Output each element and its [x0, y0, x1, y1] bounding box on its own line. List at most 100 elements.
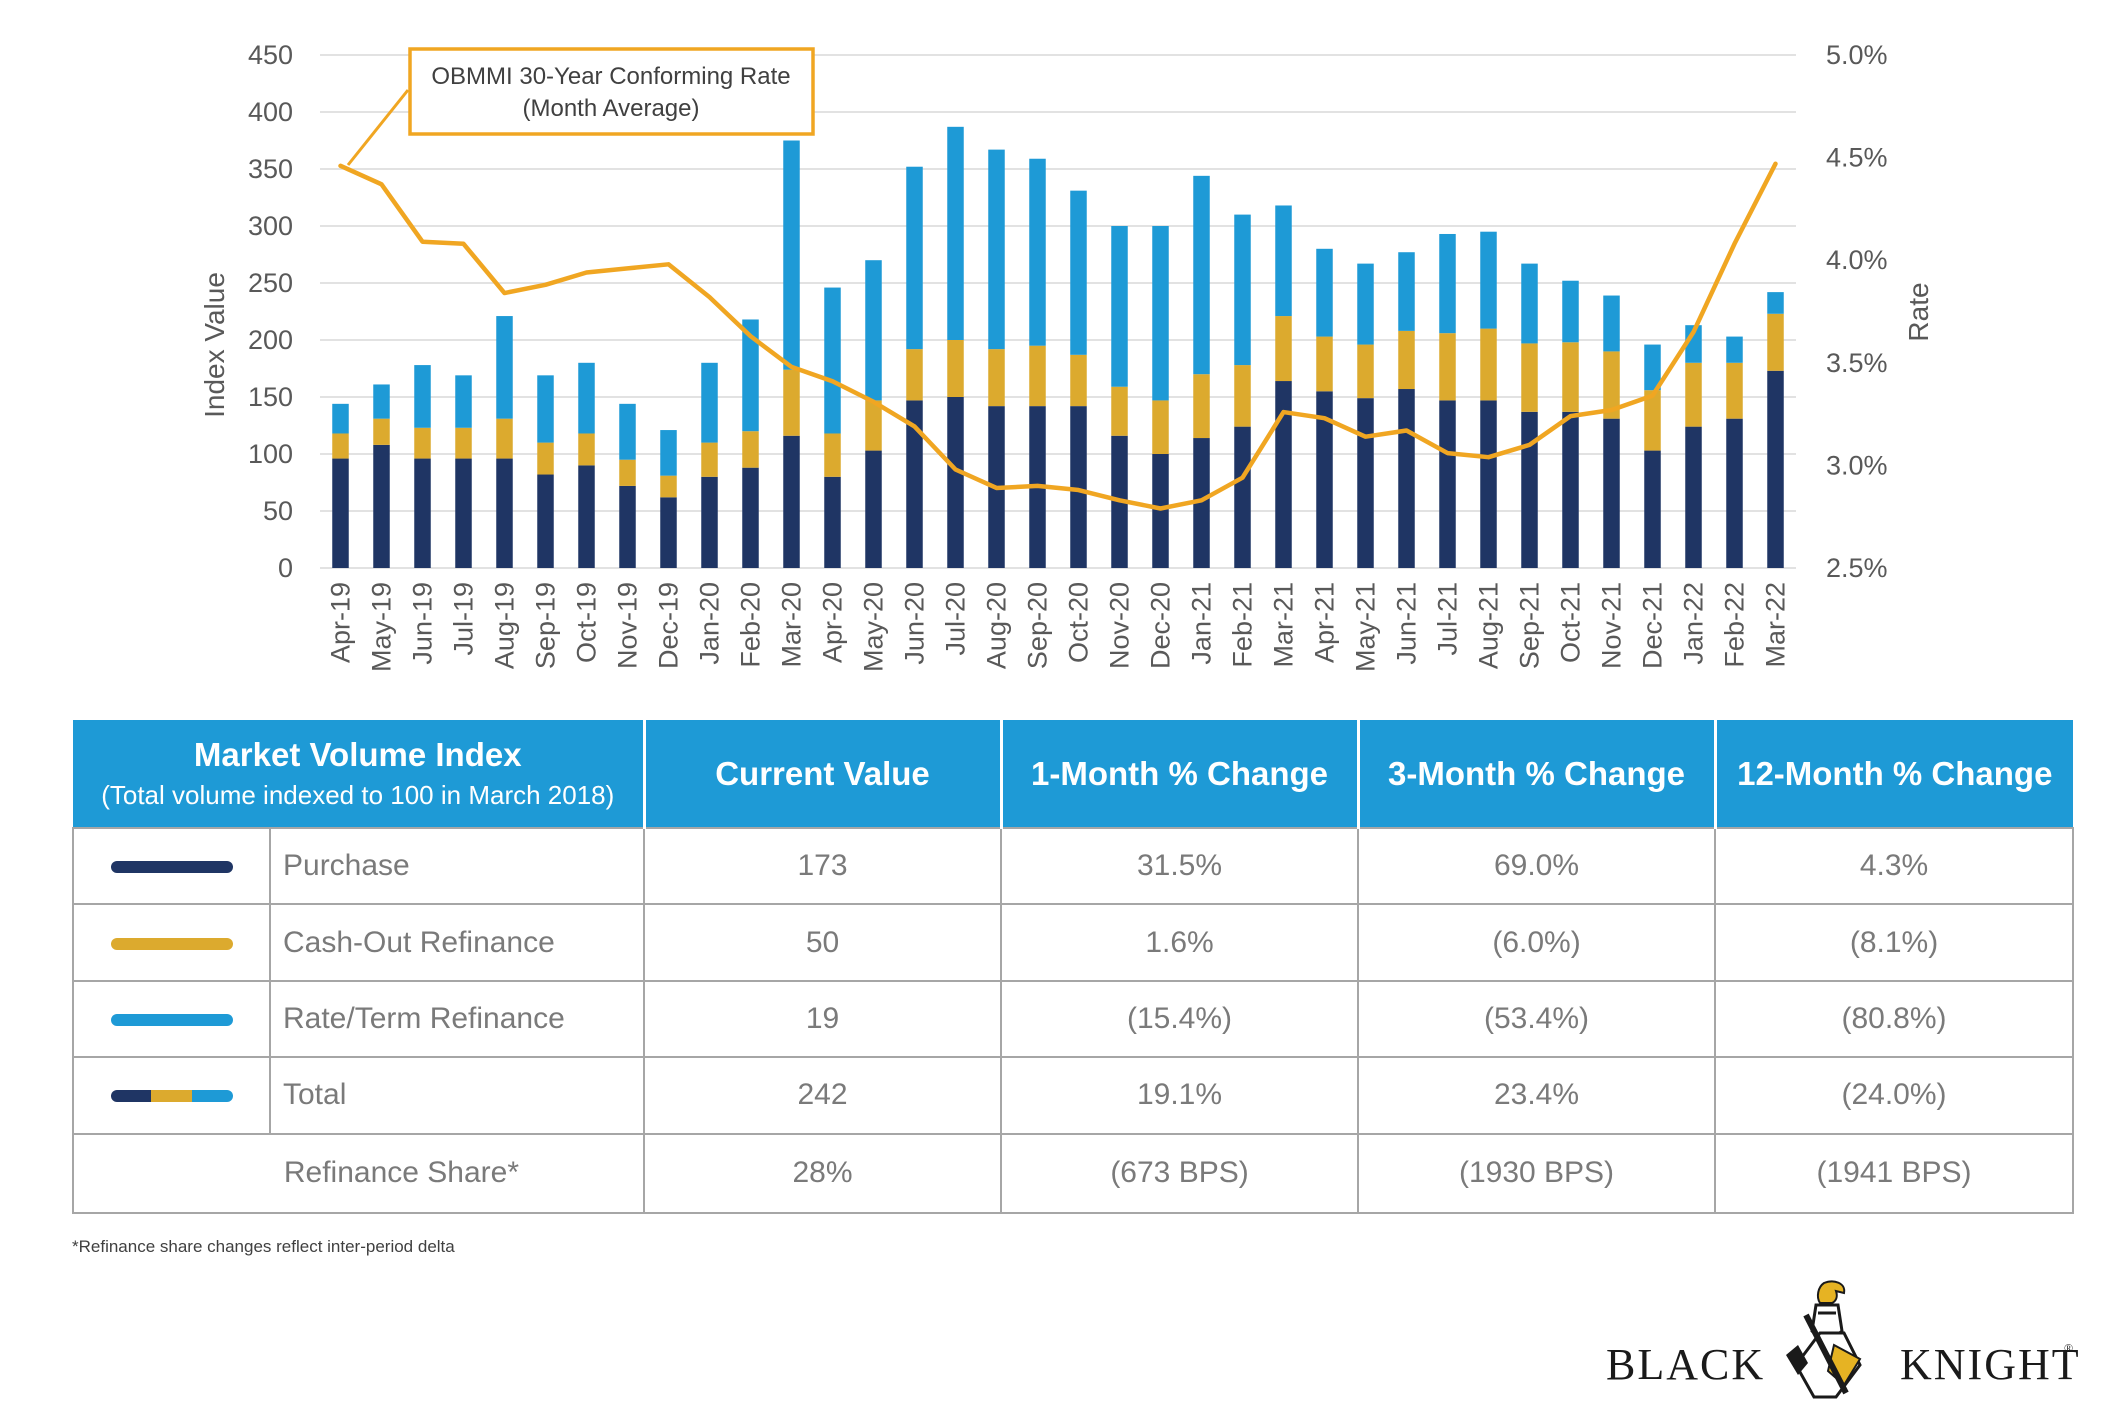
right-tick-label: 3.0% — [1826, 450, 1888, 480]
table-cell: 19 — [643, 979, 1003, 1059]
x-tick-label: Sep-19 — [531, 582, 561, 669]
swatch-cell — [72, 1056, 271, 1135]
bar-segment — [1521, 263, 1538, 344]
left-tick-label: 150 — [248, 382, 293, 412]
gridlines — [320, 54, 1796, 569]
x-tick-label: Feb-21 — [1228, 582, 1258, 668]
left-tick-label: 300 — [248, 211, 293, 241]
x-tick-label: Feb-22 — [1720, 582, 1750, 668]
bar-segment — [373, 418, 390, 445]
swatch-cell — [72, 826, 271, 906]
black-knight-logo: BLACK KNIGHT ® — [1598, 1275, 2079, 1405]
bar-segment — [578, 362, 595, 434]
swatch-cell — [72, 979, 271, 1059]
bar-segment — [1562, 342, 1579, 412]
x-tick-label: Apr-21 — [1310, 582, 1340, 663]
bar-segment — [1316, 336, 1333, 392]
bar-segment — [660, 430, 677, 476]
bar-segment — [1152, 454, 1169, 568]
table-cell: 50 — [643, 903, 1003, 982]
left-tick-label: 200 — [248, 325, 293, 355]
table-cell: 31.5% — [1000, 826, 1360, 906]
bar-segment — [865, 450, 882, 568]
total-swatch — [110, 1090, 233, 1103]
x-tick-label: May-21 — [1351, 582, 1381, 672]
right-axis-title: Rate — [1903, 282, 1934, 341]
bar-segment — [1562, 280, 1579, 343]
x-tick-label: Jul-19 — [449, 582, 479, 656]
bar-segment — [865, 260, 882, 401]
x-tick-label: Mar-22 — [1761, 582, 1791, 668]
bar-segment — [414, 427, 431, 459]
bar-segment — [701, 362, 718, 443]
x-tick-label: Apr-20 — [818, 582, 848, 663]
header-subtitle: (Total volume indexed to 100 in March 20… — [101, 780, 615, 810]
left-tick-label: 100 — [248, 439, 293, 469]
bar-segment — [824, 476, 841, 568]
bar-segment — [496, 458, 513, 568]
bar-segment — [742, 319, 759, 432]
table-cell: (1930 BPS) — [1357, 1132, 1717, 1214]
x-tick-label: Jul-20 — [941, 582, 971, 656]
bar-segment — [537, 375, 554, 443]
bar-segment — [578, 433, 595, 466]
right-tick-label: 3.5% — [1826, 348, 1888, 378]
x-tick-label: Dec-21 — [1638, 582, 1668, 669]
bar-segment — [1521, 411, 1538, 568]
x-tick-label: Feb-20 — [736, 582, 766, 668]
bar-segment — [1111, 386, 1128, 436]
bar-segment — [1070, 354, 1087, 407]
table-cell: (15.4%) — [1000, 979, 1360, 1059]
bar-segment — [1603, 295, 1620, 352]
bar-segment — [742, 467, 759, 568]
table-cell: 69.0% — [1357, 826, 1717, 906]
x-tick-label: Jul-21 — [1433, 582, 1463, 656]
bar-segment — [1193, 175, 1210, 375]
logo-word-right: KNIGHT — [1900, 1340, 2081, 1389]
x-tick-label: Aug-19 — [490, 582, 520, 669]
table-cell: 4.3% — [1714, 826, 2075, 906]
right-axis-ticks: 2.5% 3.0% 3.5% 4.0% 4.5% 5.0% — [1826, 40, 1888, 583]
right-tick-label: 4.0% — [1826, 245, 1888, 275]
bar-segment — [906, 400, 923, 568]
x-tick-label: Aug-20 — [982, 582, 1012, 669]
x-tick-label: May-20 — [859, 582, 889, 672]
bar-segment — [373, 444, 390, 568]
bar-segment — [578, 465, 595, 568]
bar-segment — [1726, 336, 1743, 363]
left-tick-label: 50 — [263, 496, 293, 526]
bar-segment — [1480, 328, 1497, 401]
x-tick-label: Jan-20 — [695, 582, 725, 665]
x-tick-label: Aug-21 — [1474, 582, 1504, 669]
bar-segment — [1357, 398, 1374, 568]
table-cell: 28% — [643, 1132, 1003, 1214]
bar-segment — [373, 384, 390, 419]
bar-segment — [619, 403, 636, 460]
x-tick-label: Jun-21 — [1392, 582, 1422, 665]
right-tick-label: 5.0% — [1826, 40, 1888, 70]
bars — [332, 126, 1784, 568]
bar-segment — [1603, 351, 1620, 419]
bar-segment — [1644, 450, 1661, 568]
bar-segment — [1111, 226, 1128, 387]
left-axis-ticks: 0 50 100 150 200 250 300 350 400 450 — [248, 40, 293, 583]
bar-segment — [1603, 418, 1620, 568]
bar-segment — [1193, 374, 1210, 439]
table-cell: 173 — [643, 826, 1003, 906]
bar-segment — [1357, 344, 1374, 399]
x-tick-label: Sep-21 — [1515, 582, 1545, 669]
x-tick-label: Oct-19 — [572, 582, 602, 663]
bar-segment — [455, 427, 472, 459]
bar-segment — [619, 485, 636, 568]
left-axis-title: Index Value — [199, 272, 230, 418]
header-title: Market Volume Index — [193, 736, 522, 773]
table-cell: 19.1% — [1000, 1056, 1360, 1135]
cash-out-swatch — [110, 937, 233, 950]
rate-term-swatch — [110, 1014, 233, 1027]
bar-segment — [1767, 370, 1784, 568]
bar-segment — [1726, 362, 1743, 419]
purchase-swatch — [110, 861, 233, 874]
rate-line — [338, 161, 1778, 511]
x-tick-label: Dec-19 — [654, 582, 684, 669]
table-row-purchase: Purchase 173 31.5% 69.0% 4.3% — [72, 826, 2075, 906]
